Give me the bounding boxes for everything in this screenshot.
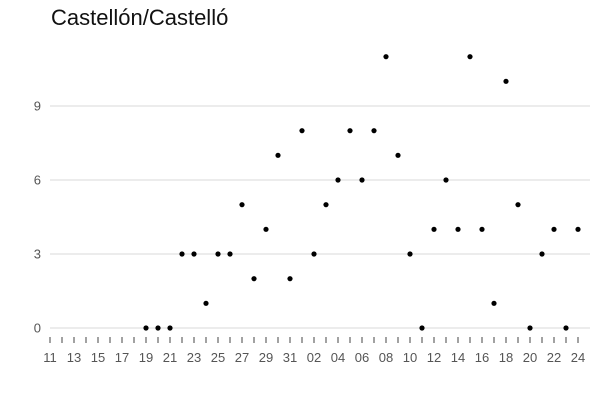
x-tick-label: 29: [259, 350, 273, 365]
x-tick-label: 27: [235, 350, 249, 365]
data-point: [215, 251, 221, 257]
data-point: [527, 325, 533, 331]
data-point: [335, 177, 341, 183]
x-tick-label: 02: [307, 350, 321, 365]
data-point: [575, 226, 581, 232]
data-point: [299, 128, 305, 134]
data-point: [491, 300, 497, 306]
data-point: [455, 226, 461, 232]
x-tick-label: 18: [499, 350, 513, 365]
data-point: [563, 325, 569, 331]
x-tick-label: 22: [547, 350, 561, 365]
y-tick-label: 3: [34, 247, 41, 262]
data-point: [239, 202, 245, 208]
data-point: [311, 251, 317, 257]
data-point: [143, 325, 149, 331]
x-tick-label: 17: [115, 350, 129, 365]
x-tick-label: 19: [139, 350, 153, 365]
data-point: [179, 251, 185, 257]
data-point: [263, 226, 269, 232]
x-tick-label: 25: [211, 350, 225, 365]
x-tick-label: 08: [379, 350, 393, 365]
data-point: [275, 152, 281, 158]
y-tick-label: 9: [34, 99, 41, 114]
data-point: [419, 325, 425, 331]
x-tick-label: 20: [523, 350, 537, 365]
x-tick-label: 21: [163, 350, 177, 365]
data-points: [143, 54, 581, 331]
x-tick-label: 12: [427, 350, 441, 365]
data-point: [191, 251, 197, 257]
x-tick-label: 04: [331, 350, 345, 365]
x-tick-label: 15: [91, 350, 105, 365]
x-tick-label: 13: [67, 350, 81, 365]
data-point: [443, 177, 449, 183]
data-point: [287, 276, 293, 282]
data-point: [395, 152, 401, 158]
grid-layer: [50, 105, 590, 329]
data-point: [431, 226, 437, 232]
data-point: [227, 251, 233, 257]
data-point: [551, 226, 557, 232]
data-point: [347, 128, 353, 134]
x-tick-label: 11: [43, 350, 57, 365]
x-axis-labels: 11 13 15 17 19 21 23 25 27 29 31 02 04 06 08 10 12 14 16 18…: [43, 350, 585, 365]
data-point: [383, 54, 389, 60]
x-tick-label: 10: [403, 350, 417, 365]
data-point: [371, 128, 377, 134]
data-point: [479, 226, 485, 232]
data-point: [167, 325, 173, 331]
data-point: [251, 276, 257, 282]
data-point: [155, 325, 161, 331]
x-axis-ticks: [49, 337, 579, 343]
data-point: [359, 177, 365, 183]
data-point: [203, 300, 209, 306]
x-tick-label: 16: [475, 350, 489, 365]
x-tick-label: 06: [355, 350, 369, 365]
x-tick-label: 31: [283, 350, 297, 365]
x-tick-label: 14: [451, 350, 465, 365]
y-axis-labels: 0 3 6 9: [34, 99, 41, 336]
chart-title: Castellón/Castelló: [51, 5, 229, 30]
data-point: [323, 202, 329, 208]
data-point: [503, 78, 509, 84]
data-point: [515, 202, 521, 208]
data-point: [407, 251, 413, 257]
y-tick-label: 6: [34, 173, 41, 188]
data-point: [467, 54, 473, 60]
y-tick-label: 0: [34, 321, 41, 336]
data-point: [539, 251, 545, 257]
x-tick-label: 23: [187, 350, 201, 365]
x-tick-label: 24: [571, 350, 585, 365]
